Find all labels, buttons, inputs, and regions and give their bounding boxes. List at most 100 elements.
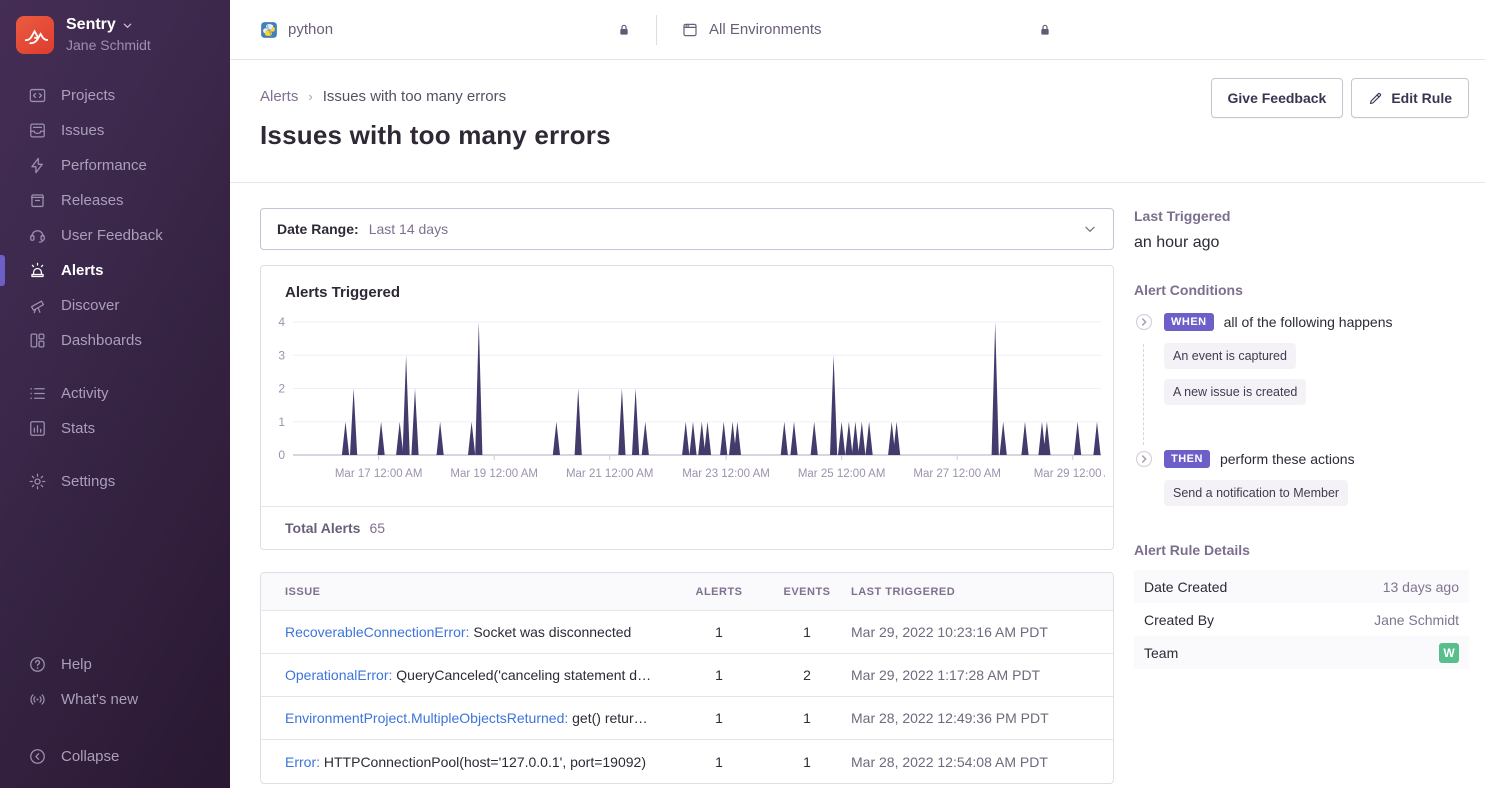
chevron-down-icon	[1083, 222, 1097, 236]
last-triggered-time: Mar 28, 2022 12:49:36 PM PDT	[851, 710, 1049, 726]
detail-row: Team W	[1134, 636, 1469, 669]
table-row[interactable]: EnvironmentProject.MultipleObjectsReturn…	[261, 697, 1113, 740]
give-feedback-button[interactable]: Give Feedback	[1210, 78, 1344, 118]
sidebar-item-label: Collapse	[61, 748, 120, 765]
sidebar-item-performance[interactable]: Performance	[0, 148, 230, 183]
issue-link[interactable]: Error:	[285, 753, 320, 770]
issues-icon	[27, 121, 47, 140]
sidebar-item-label: Dashboards	[61, 332, 142, 349]
issue-link[interactable]: RecoverableConnectionError:	[285, 624, 470, 640]
sidebar-item-label: Alerts	[61, 262, 104, 279]
sidebar-item-issues[interactable]: Issues	[0, 113, 230, 148]
sidebar-item-collapse[interactable]: Collapse	[0, 739, 230, 774]
table-row[interactable]: OperationalError: QueryCanceled('canceli…	[261, 654, 1113, 697]
sidebar-item-dashboards[interactable]: Dashboards	[0, 323, 230, 358]
team-badge[interactable]: W	[1439, 642, 1459, 663]
issue-cell: RecoverableConnectionError: Socket was d…	[285, 624, 675, 640]
sidebar: Sentry Jane Schmidt Projects Issues Perfor…	[0, 0, 230, 788]
alert-conditions-label: Alert Conditions	[1134, 282, 1243, 298]
dashboards-icon	[27, 331, 47, 350]
when-items: An event is captured A new issue is creat…	[1134, 343, 1469, 405]
breadcrumb: Alerts › Issues with too many errors	[260, 88, 1469, 105]
page-title: Issues with too many errors	[260, 120, 611, 150]
condition-pill: A new issue is created	[1164, 379, 1307, 405]
table-row[interactable]: RecoverableConnectionError: Socket was d…	[261, 611, 1113, 654]
then-badge: THEN	[1164, 450, 1210, 468]
alert-rule-details-rows: Date Created 13 days ago Created By Jane Sc…	[1134, 570, 1469, 669]
environment-selector[interactable]: All Environments	[681, 21, 1053, 39]
issues-table-header: ISSUE ALERTS EVENTS LAST TRIGGERED	[261, 573, 1113, 611]
project-selector[interactable]: python	[260, 21, 632, 39]
sidebar-item-discover[interactable]: Discover	[0, 288, 230, 323]
date-range-select[interactable]: Date Range: Last 14 days	[260, 208, 1114, 250]
breadcrumb-current: Issues with too many errors	[322, 88, 507, 105]
breadcrumb-alerts-link[interactable]: Alerts	[260, 88, 299, 105]
sidebar-item-alerts[interactable]: Alerts	[0, 253, 230, 288]
sidebar-item-stats[interactable]: Stats	[0, 411, 230, 446]
sidebar-item-help[interactable]: Help	[0, 647, 230, 682]
sidebar-item-label: Releases	[61, 192, 124, 209]
circle-chevron-icon[interactable]	[1134, 312, 1154, 332]
alerts-count: 1	[715, 624, 723, 640]
whats-new-icon	[27, 690, 47, 709]
sidebar-footer-nav: Help What's new	[0, 647, 230, 717]
project-lock-icon[interactable]	[616, 22, 632, 38]
condition-pill: An event is captured	[1164, 343, 1296, 369]
issue-link[interactable]: OperationalError:	[285, 667, 393, 683]
issue-description: get() retur…	[572, 710, 648, 726]
column-header-events: EVENTS	[783, 585, 831, 598]
edit-rule-label: Edit Rule	[1391, 90, 1452, 106]
date-range-value: Last 14 days	[368, 221, 449, 237]
sidebar-item-what-s-new[interactable]: What's new	[0, 682, 230, 717]
svg-text:3: 3	[278, 348, 285, 362]
alerts-count: 1	[715, 667, 723, 683]
circle-chevron-icon[interactable]	[1134, 449, 1154, 469]
detail-row: Created By Jane Schmidt	[1134, 603, 1469, 636]
sidebar-item-label: Activity	[61, 385, 109, 402]
sidebar-item-label: Discover	[61, 297, 120, 314]
sidebar-item-settings[interactable]: Settings	[0, 464, 230, 499]
collapse-icon	[27, 747, 47, 766]
activity-icon	[27, 384, 47, 403]
detail-label: Date Created	[1144, 578, 1228, 595]
releases-icon	[27, 191, 47, 210]
python-project-icon	[260, 21, 278, 39]
environment-lock-icon[interactable]	[1037, 22, 1053, 38]
org-name: Sentry	[66, 16, 116, 33]
svg-text:Mar 23 12:00 AM: Mar 23 12:00 AM	[682, 468, 770, 480]
chart-footer: Total Alerts 65	[261, 506, 1113, 549]
sidebar-item-label: Help	[61, 656, 92, 673]
sidebar-footer: Help What's new Collapse	[0, 647, 230, 774]
alerts-triggered-chart: 0 1 2 3 4 Mar 17 12:00 AM Mar 19 12:00 AM Mar 2…	[261, 303, 1113, 506]
issue-description: HTTPConnectionPool(host='127.0.0.1', por…	[323, 753, 646, 770]
sidebar-item-projects[interactable]: Projects	[0, 78, 230, 113]
last-triggered-time: Mar 29, 2022 1:17:28 AM PDT	[851, 667, 1041, 683]
chevron-down-icon	[122, 20, 133, 31]
total-alerts-value: 65	[369, 520, 386, 536]
page-header: Alerts › Issues with too many errors Iss…	[230, 60, 1485, 183]
last-triggered-time: Mar 29, 2022 10:23:16 AM PDT	[851, 624, 1048, 640]
issue-description: Socket was disconnected	[473, 624, 632, 640]
alerts-icon	[27, 261, 47, 280]
table-row[interactable]: Error: HTTPConnectionPool(host='127.0.0.…	[261, 740, 1113, 783]
last-triggered-value: an hour ago	[1134, 234, 1220, 251]
issues-table-body: RecoverableConnectionError: Socket was d…	[261, 611, 1113, 783]
topbar-divider	[656, 14, 657, 45]
sidebar-item-releases[interactable]: Releases	[0, 183, 230, 218]
svg-text:2: 2	[278, 382, 285, 396]
events-count: 2	[803, 667, 811, 683]
org-switcher[interactable]: Sentry Jane Schmidt	[0, 16, 230, 54]
sidebar-item-activity[interactable]: Activity	[0, 376, 230, 411]
when-condition-block: WHEN all of the following happens An eve…	[1134, 312, 1469, 445]
sidebar-item-user-feedback[interactable]: User Feedback	[0, 218, 230, 253]
issue-link[interactable]: EnvironmentProject.MultipleObjectsReturn…	[285, 710, 569, 726]
svg-text:Mar 25 12:00 AM: Mar 25 12:00 AM	[798, 468, 886, 480]
column-header-last-triggered: LAST TRIGGERED	[851, 585, 956, 598]
last-triggered-time: Mar 28, 2022 12:54:08 AM PDT	[851, 753, 1048, 770]
stats-icon	[27, 419, 47, 438]
sidebar-item-label: Issues	[61, 122, 105, 139]
environment-label: All Environments	[709, 21, 822, 38]
sidebar-item-label: Stats	[61, 420, 96, 437]
performance-icon	[27, 156, 47, 175]
edit-rule-button[interactable]: Edit Rule	[1351, 78, 1469, 118]
